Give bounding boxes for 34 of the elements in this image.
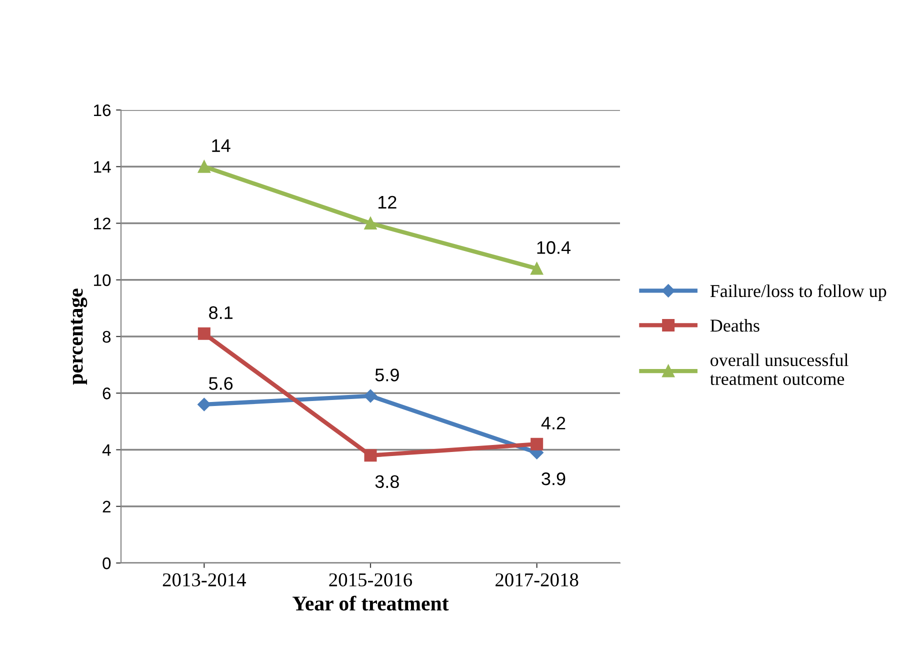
point xyxy=(530,262,544,275)
y-tick-label: 6 xyxy=(102,388,111,400)
x-tick-label: 2017-2018 xyxy=(496,573,578,586)
point xyxy=(364,217,377,230)
x-tick-label: 2013-2014 xyxy=(162,573,246,586)
point xyxy=(198,327,210,340)
y-axis-title: percentage xyxy=(70,288,88,385)
y-tick-label: 0 xyxy=(102,557,111,570)
legend-label: overall unsucessful treatment outcome xyxy=(710,353,848,386)
y-tick-label: 10 xyxy=(94,274,111,286)
data-label: 3.8 xyxy=(375,475,399,488)
data-label: 3.9 xyxy=(542,472,566,486)
legend-label: Failure/loss to follow up xyxy=(710,284,886,301)
y-tick-label: 12 xyxy=(94,218,110,230)
legend-label: Deaths xyxy=(710,319,760,332)
data-label: 5.6 xyxy=(209,377,233,390)
y-tick-label: 8 xyxy=(102,330,111,343)
point xyxy=(364,389,378,403)
x-axis-title: Year of treatment xyxy=(292,596,449,611)
data-label: 14 xyxy=(212,139,230,152)
point xyxy=(364,449,377,462)
point xyxy=(198,160,210,173)
data-label: 5.9 xyxy=(375,368,399,382)
data-label: 4.2 xyxy=(541,416,566,430)
point xyxy=(198,398,211,412)
y-tick-label: 14 xyxy=(94,161,111,173)
y-tick-label: 2 xyxy=(102,500,110,512)
data-label: 12 xyxy=(378,196,396,208)
y-tick-label: 16 xyxy=(94,104,111,116)
x-tick-label: 2015-2016 xyxy=(329,573,412,586)
data-label: 10.4 xyxy=(537,241,571,254)
point xyxy=(530,438,544,450)
y-tick-label: 4 xyxy=(102,444,111,456)
data-label: 8.1 xyxy=(209,306,233,320)
